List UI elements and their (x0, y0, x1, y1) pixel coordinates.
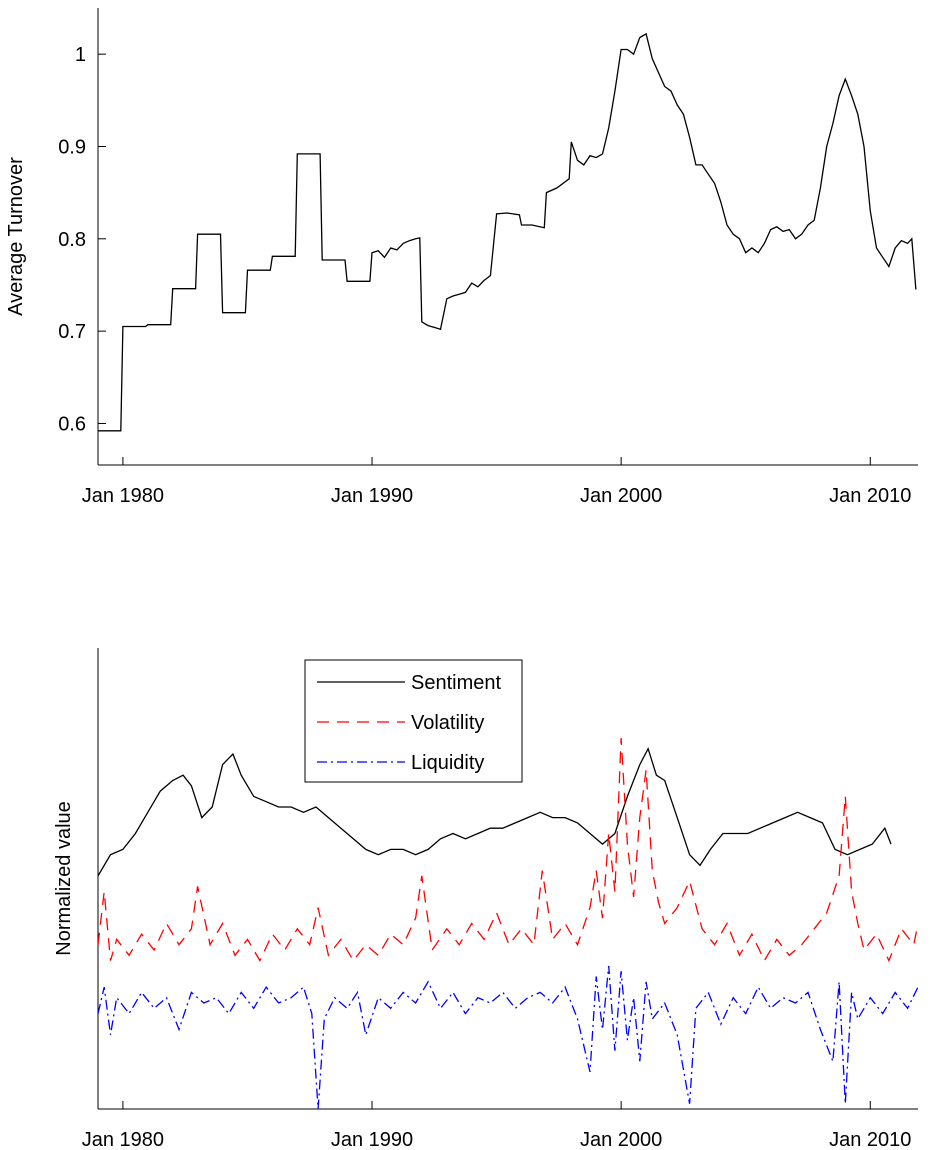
x-tick-label: Jan 1990 (331, 1129, 413, 1150)
data-line (98, 32, 917, 432)
x-tick-label: Jan 1990 (331, 485, 413, 507)
x-tick-label: Jan 2010 (829, 1129, 911, 1150)
x-tick-label: Jan 2000 (580, 485, 662, 507)
data-line (98, 738, 918, 963)
y-tick-label: 1 (75, 44, 86, 66)
data-line (98, 747, 892, 877)
legend-label: Volatility (411, 712, 484, 734)
y-axis-label: Normalized value (53, 801, 75, 956)
y-tick-label: 0.6 (58, 413, 86, 435)
y-tick-label: 0.8 (58, 229, 86, 251)
x-tick-label: Jan 1980 (82, 1129, 164, 1150)
x-tick-label: Jan 2000 (580, 1129, 662, 1150)
legend-label: Liquidity (411, 752, 484, 774)
x-tick-label: Jan 2010 (829, 485, 911, 507)
y-tick-label: 0.9 (58, 136, 86, 158)
data-line (98, 965, 918, 1109)
y-tick-label: 0.7 (58, 321, 86, 343)
y-axis-label: Average Turnover (5, 157, 27, 316)
x-tick-label: Jan 1980 (82, 485, 164, 507)
legend-label: Sentiment (411, 672, 501, 694)
